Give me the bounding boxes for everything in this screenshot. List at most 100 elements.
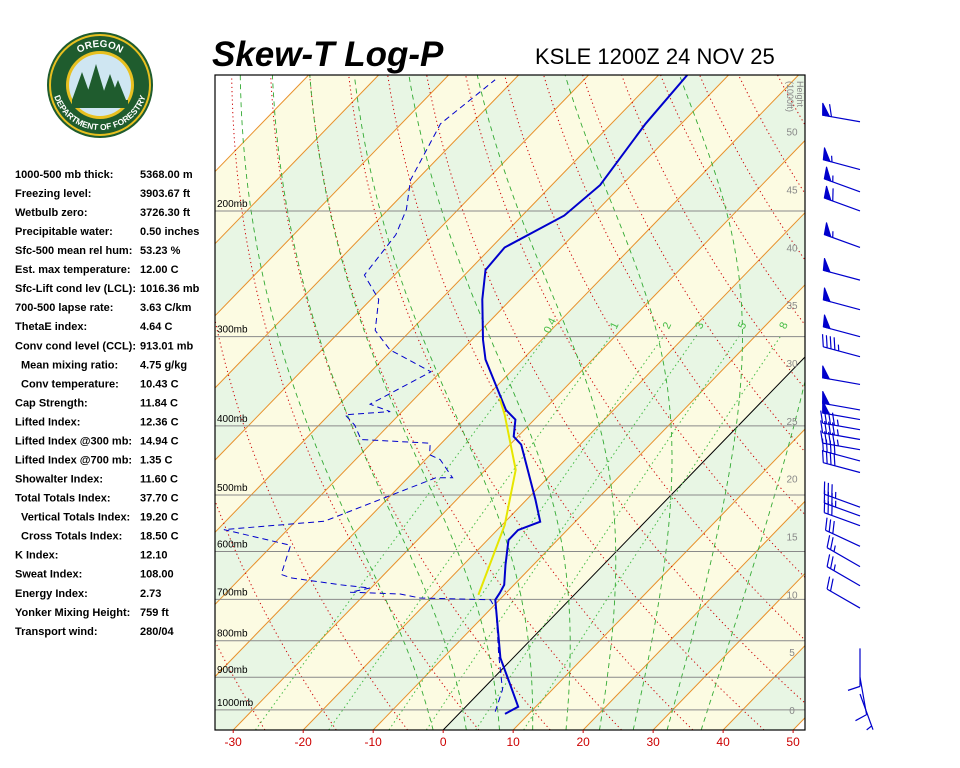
moist-adiabat bbox=[309, 75, 500, 730]
chart-subtitle: KSLE 1200Z 24 NOV 25 bbox=[535, 44, 775, 69]
barb-flag bbox=[822, 365, 831, 380]
index-label: Lifted Index @300 mb: bbox=[15, 435, 132, 447]
index-label: Conv temperature: bbox=[21, 378, 119, 390]
wind-barb bbox=[822, 257, 861, 281]
wind-barb bbox=[823, 222, 861, 249]
wind-barbs bbox=[820, 102, 874, 731]
barb-staff bbox=[823, 490, 861, 517]
y-tick-label: 400mb bbox=[217, 414, 248, 425]
barb-staff bbox=[826, 576, 861, 609]
indices-table: 1000-500 mb thick: 5368.00 m Freezing leve… bbox=[15, 169, 200, 638]
index-value: 11.60 C bbox=[140, 474, 178, 486]
x-tick-label: 40 bbox=[716, 735, 730, 749]
wind-barb bbox=[855, 677, 868, 722]
y-tick-label: 700mb bbox=[217, 587, 248, 598]
index-value: 3.63 C/km bbox=[140, 302, 192, 314]
wind-barb bbox=[822, 365, 861, 386]
barb-staff bbox=[823, 500, 861, 527]
index-value: 12.36 C bbox=[140, 416, 179, 428]
index-value: 37.70 C bbox=[140, 493, 179, 505]
wind-barb bbox=[823, 500, 861, 527]
isotherm bbox=[215, 75, 659, 534]
isotherm bbox=[215, 75, 589, 461]
logo-border bbox=[49, 34, 151, 136]
isotherm bbox=[215, 75, 379, 245]
wind-barb bbox=[823, 490, 861, 517]
index-label: Showalter Index: bbox=[15, 474, 103, 486]
x-tick-label: 20 bbox=[576, 735, 590, 749]
index-label: Lifted Index @700 mb: bbox=[15, 455, 132, 467]
index-value: 2.73 bbox=[140, 588, 161, 600]
index-label: Lifted Index: bbox=[15, 416, 80, 428]
isotherm bbox=[215, 75, 519, 389]
wind-barb bbox=[824, 517, 861, 547]
dry-adiabat bbox=[895, 75, 960, 730]
y2-axis-label: (1000ft) bbox=[785, 81, 795, 112]
wind-barb bbox=[821, 334, 861, 358]
profile-line bbox=[477, 398, 517, 596]
index-label: ThetaE index: bbox=[15, 321, 87, 333]
y2-tick-label: 35 bbox=[786, 301, 798, 312]
moist-adiabat bbox=[271, 75, 467, 730]
wind-barb bbox=[823, 166, 861, 193]
index-label: Cross Totals Index: bbox=[21, 531, 122, 543]
isotherm bbox=[652, 572, 805, 730]
isotherm bbox=[215, 75, 799, 678]
x-tick-label: -10 bbox=[365, 735, 383, 749]
index-value: 11.84 C bbox=[140, 397, 178, 409]
barb-flag bbox=[822, 147, 831, 163]
wind-barb bbox=[821, 438, 861, 462]
x-tick-label: 50 bbox=[786, 735, 800, 749]
index-value: 1016.36 mb bbox=[140, 283, 200, 295]
barb-flag bbox=[823, 222, 832, 238]
isotherm bbox=[372, 284, 805, 730]
isotherm bbox=[442, 356, 805, 730]
wind-barb bbox=[826, 535, 861, 568]
index-label: Total Totals Index: bbox=[15, 493, 111, 505]
mixing-ratio-line bbox=[523, 334, 782, 730]
wind-barb bbox=[822, 147, 861, 171]
index-value: 19.20 C bbox=[140, 512, 179, 524]
y2-tick-label: 30 bbox=[786, 359, 798, 370]
dry-adiabat bbox=[699, 75, 805, 261]
wind-barb bbox=[847, 648, 861, 691]
y-tick-label: 1000mb bbox=[217, 698, 254, 709]
barb-staff bbox=[823, 481, 861, 508]
barb-flag bbox=[822, 287, 831, 303]
wind-barb bbox=[826, 576, 861, 609]
isotherm bbox=[302, 211, 805, 730]
index-label: Wetbulb zero: bbox=[15, 207, 88, 219]
wind-barb bbox=[859, 693, 874, 731]
x-tick-label: -20 bbox=[295, 735, 313, 749]
barb-staff bbox=[821, 438, 861, 462]
dry-adiabat bbox=[856, 75, 960, 730]
isotherm bbox=[215, 75, 449, 317]
index-value: 4.75 g/kg bbox=[140, 359, 187, 371]
wind-barb bbox=[823, 185, 861, 212]
isotherm bbox=[512, 428, 805, 730]
barb-staff bbox=[824, 517, 861, 547]
index-value: 0.50 inches bbox=[140, 226, 199, 238]
y2-tick-label: 0 bbox=[789, 706, 795, 717]
y-tick-label: 500mb bbox=[217, 483, 248, 494]
logo-ground bbox=[72, 100, 128, 108]
mixing-ratio-label: 2 bbox=[661, 320, 674, 331]
barb-flag bbox=[823, 185, 832, 202]
index-label: 1000-500 mb thick: bbox=[15, 169, 113, 181]
index-value: 18.50 C bbox=[140, 531, 179, 543]
y2-tick-label: 50 bbox=[786, 128, 798, 139]
wind-barb bbox=[822, 390, 861, 411]
barb-staff bbox=[821, 450, 861, 474]
index-label: Energy Index: bbox=[15, 588, 88, 600]
barb-staff bbox=[826, 535, 861, 568]
index-value: 3903.67 ft bbox=[140, 188, 190, 200]
mixing-ratio-label: 0.4 bbox=[542, 316, 559, 335]
index-label: Est. max temperature: bbox=[15, 264, 131, 276]
dry-adiabat bbox=[934, 75, 960, 730]
barb-staff bbox=[821, 334, 861, 358]
moist-adiabat bbox=[564, 75, 673, 730]
barb-flag bbox=[822, 390, 831, 406]
index-value: 12.00 C bbox=[140, 264, 179, 276]
y2-tick-label: 5 bbox=[789, 648, 795, 659]
